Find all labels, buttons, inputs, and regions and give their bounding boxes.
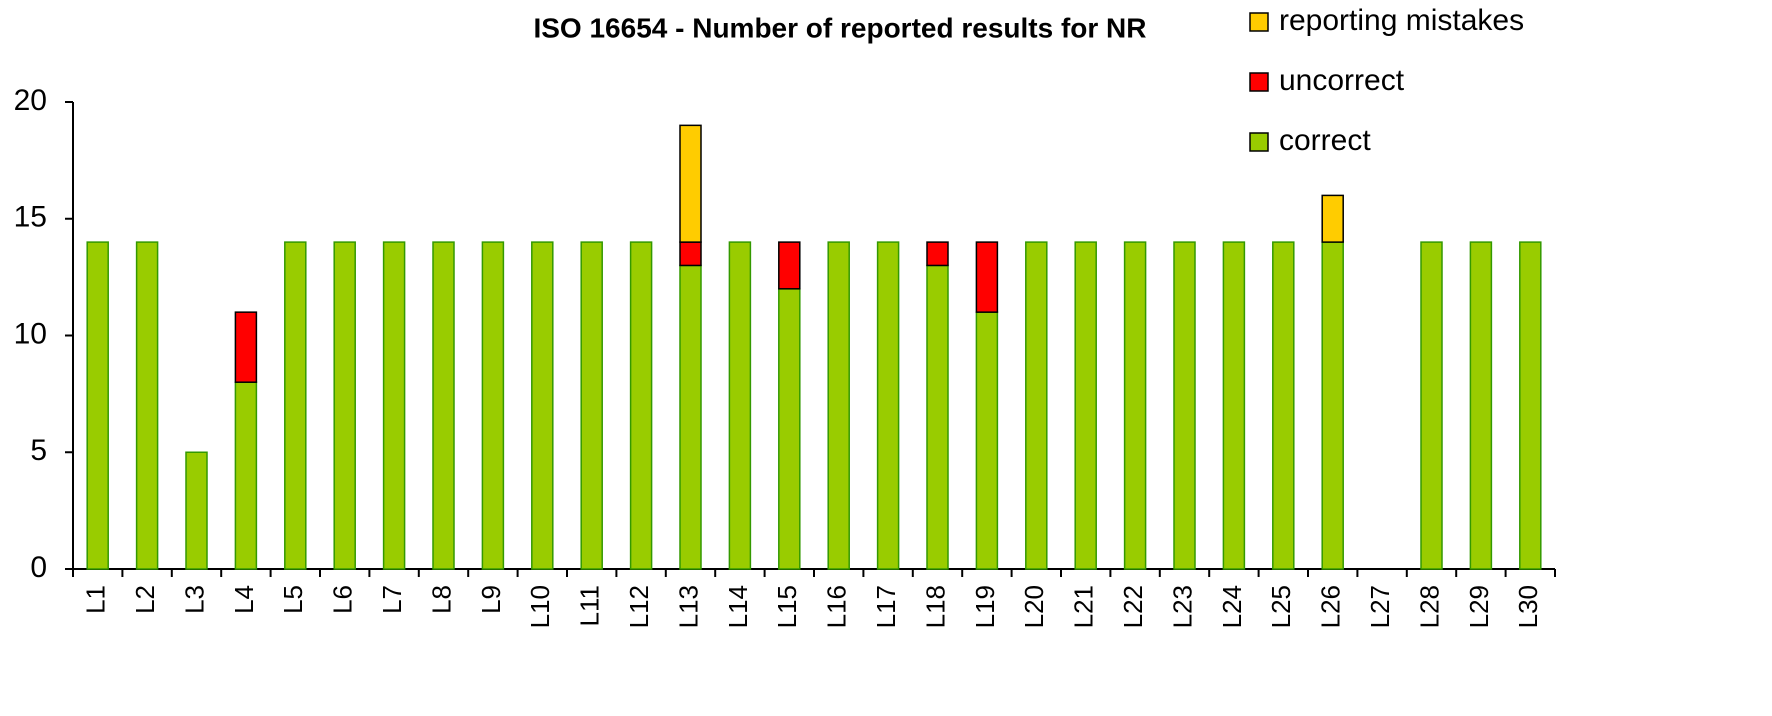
y-tick-label: 5 <box>30 434 47 467</box>
x-tick-label: L12 <box>624 585 654 628</box>
bar-segment <box>926 264 949 570</box>
x-tick-label: L1 <box>81 585 111 614</box>
x-tick-label: L20 <box>1019 585 1049 628</box>
x-tick-label: L5 <box>278 585 308 614</box>
bar-segment <box>1272 241 1295 570</box>
bar-segment <box>382 241 406 570</box>
bar-segment <box>1321 194 1344 243</box>
bar-segment <box>333 241 356 570</box>
y-tick-label: 10 <box>14 317 47 350</box>
bar-segment <box>679 124 702 243</box>
bar-segment <box>827 241 850 570</box>
x-tick-label: L7 <box>377 585 407 614</box>
x-tick-label: L17 <box>871 585 901 628</box>
x-tick-label: L2 <box>130 585 160 614</box>
bar-segment <box>679 264 702 570</box>
x-tick-label: L8 <box>426 585 456 614</box>
legend-label: correct <box>1279 124 1371 157</box>
bar-segment <box>728 241 752 570</box>
x-tick-label: L23 <box>1167 585 1197 628</box>
y-tick-label: 15 <box>14 201 47 234</box>
x-tick-label: L19 <box>970 585 1000 628</box>
bar-segment <box>135 241 159 570</box>
x-tick-label: L3 <box>179 585 209 614</box>
legend-label: reporting mistakes <box>1279 4 1524 37</box>
legend-label: uncorrect <box>1279 64 1405 97</box>
x-tick-label: L25 <box>1266 585 1296 628</box>
bar-segment <box>1123 241 1147 570</box>
x-tick-label: L29 <box>1464 585 1494 628</box>
y-tick-label: 20 <box>14 84 47 117</box>
x-tick-label: L21 <box>1069 585 1099 628</box>
bar-segment <box>481 241 505 570</box>
bar-segment <box>284 241 307 570</box>
bar-segment <box>1469 241 1493 570</box>
bar-segment <box>432 241 455 570</box>
bar-segment <box>975 241 999 313</box>
bar-segment <box>531 241 554 570</box>
bar-segment <box>1222 241 1246 570</box>
y-tick-label: 0 <box>30 551 47 584</box>
bar-segment <box>580 241 603 570</box>
bar-segment <box>1321 241 1344 570</box>
x-tick-label: L26 <box>1316 585 1346 628</box>
x-tick-label: L11 <box>575 585 605 626</box>
legend-swatch <box>1249 72 1269 92</box>
x-tick-label: L15 <box>772 585 802 628</box>
bar-segment <box>1420 241 1443 570</box>
x-tick-label: L24 <box>1217 585 1247 628</box>
bar-segment <box>876 241 900 570</box>
bar-segment <box>86 241 109 570</box>
bar-segment <box>185 451 208 570</box>
bar-segment <box>234 311 258 383</box>
bar-segment <box>778 288 801 570</box>
x-tick-label: L4 <box>229 585 259 614</box>
x-tick-label: L14 <box>723 585 753 628</box>
legend-swatch <box>1249 12 1269 32</box>
bar-segment <box>1025 241 1048 570</box>
legend-swatch <box>1249 132 1269 152</box>
x-tick-label: L16 <box>822 585 852 628</box>
x-tick-label: L9 <box>476 585 506 614</box>
x-tick-label: L28 <box>1414 585 1444 628</box>
x-tick-label: L27 <box>1365 585 1395 628</box>
bar-segment <box>926 241 949 267</box>
bar-segment <box>1519 241 1542 570</box>
legend-background <box>1210 0 1772 175</box>
bar-segment <box>629 241 653 570</box>
x-tick-label: L13 <box>673 585 703 628</box>
bar-segment <box>778 241 801 290</box>
bar-segment <box>1173 241 1196 570</box>
x-tick-label: L30 <box>1513 585 1543 628</box>
x-tick-label: L22 <box>1118 585 1148 628</box>
bar-segment <box>234 381 258 570</box>
bar-segment <box>975 311 999 570</box>
x-tick-label: L10 <box>525 585 555 628</box>
x-tick-label: L18 <box>920 585 950 628</box>
chart-title: ISO 16654 - Number of reported results f… <box>533 12 1146 43</box>
x-tick-label: L6 <box>328 585 358 614</box>
bar-segment <box>1074 241 1097 570</box>
bar-segment <box>679 241 702 267</box>
